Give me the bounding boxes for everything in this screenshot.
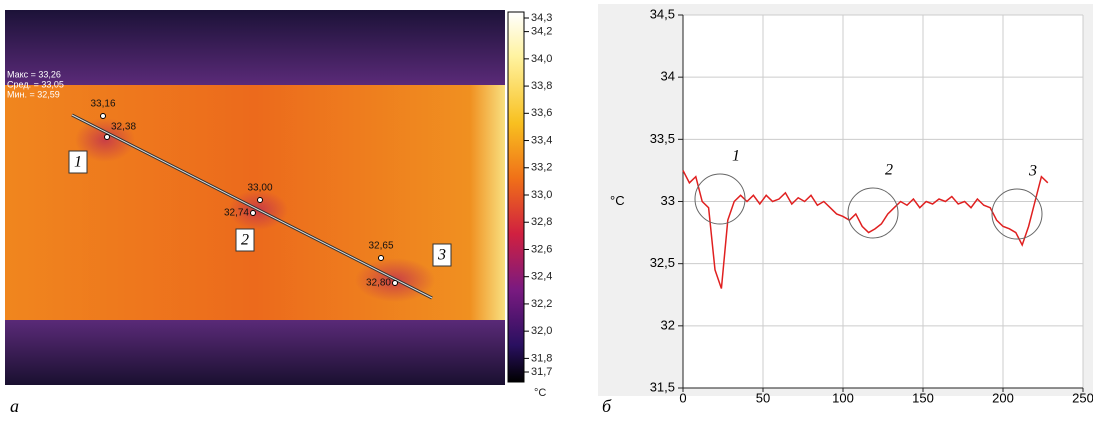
stat-label: Сред. = 33,05 — [7, 79, 64, 89]
colorbar-tick-label: 34,3 — [531, 12, 552, 24]
annotation: 1 — [732, 148, 740, 165]
probe-point — [104, 134, 110, 140]
marker-label: 2 — [241, 232, 249, 249]
y-tick-label: 33 — [661, 193, 675, 208]
probe-label: 32,74 — [224, 208, 249, 219]
data-line — [682, 170, 1049, 289]
panel-label: б — [602, 396, 612, 416]
probe-label: 32,80 — [366, 278, 391, 289]
stat-label: Макс = 33,26 — [7, 69, 61, 79]
probe-point — [100, 113, 106, 119]
probe-label: 33,16 — [90, 99, 115, 110]
marker-box — [235, 228, 255, 252]
annotation: 2 — [885, 162, 893, 179]
colorbar-tick-label: 33,8 — [531, 80, 552, 92]
x-tick-label: 0 — [679, 390, 686, 405]
colorbar — [507, 11, 525, 383]
probe-label: 32,65 — [368, 241, 393, 252]
x-tick-label: 100 — [832, 390, 854, 405]
profile-line — [71, 114, 433, 299]
colorbar-tick-label: 33,6 — [531, 107, 552, 119]
probe-label: 33,00 — [247, 183, 272, 194]
y-tick-label: 34,5 — [650, 6, 675, 21]
probe-point — [392, 280, 398, 286]
probe-label: 32,38 — [111, 122, 136, 133]
probe-point — [250, 210, 256, 216]
cold-band — [5, 10, 505, 85]
probe-point — [378, 255, 384, 261]
cold-band — [5, 320, 505, 385]
x-tick-label: 250 — [1072, 390, 1093, 405]
y-tick-label: 32 — [661, 317, 675, 332]
marker-box — [432, 243, 452, 267]
colorbar-tick-label: 34,2 — [531, 26, 552, 38]
highlight-circle — [991, 188, 1043, 240]
colorbar-tick-label: 32,0 — [531, 325, 552, 337]
marker-label: 1 — [74, 154, 82, 171]
highlight-circle — [694, 173, 746, 225]
colorbar-tick-label: 33,4 — [531, 134, 552, 146]
probe-point — [257, 197, 263, 203]
colorbar-tick-label: 33,0 — [531, 189, 552, 201]
cool-spot — [75, 118, 135, 162]
colorbar-tick-label: 33,2 — [531, 162, 552, 174]
colorbar-tick-label: 34,0 — [531, 53, 552, 65]
colorbar-tick-label: 31,8 — [531, 352, 552, 364]
x-tick-label: 200 — [992, 390, 1014, 405]
x-tick-label: 150 — [912, 390, 934, 405]
panel-label: а — [10, 396, 19, 416]
colorbar-tick-label: 32,4 — [531, 271, 552, 283]
colorbar-tick-label: 31,7 — [531, 366, 552, 378]
marker-label: 3 — [437, 247, 446, 264]
colorbar-tick-label: 32,2 — [531, 298, 552, 310]
thermal-panel: 34,3 34,2 34,0 33,8 33,6 33,4 33,2 33,0 32,8 32,6… — [5, 10, 552, 416]
y-tick-label: 32,5 — [650, 255, 675, 270]
line-panel: 0 50 100 150 200 25031,53232,53333,53434,5°C1… — [598, 4, 1093, 416]
stat-label: Мин. = 32,59 — [7, 89, 60, 99]
colorbar-tick-label: 32,6 — [531, 243, 552, 255]
marker-box — [68, 150, 88, 174]
colorbar-unit: °C — [534, 387, 546, 399]
y-tick-label: 34 — [661, 69, 675, 84]
y-axis-label: °C — [610, 193, 625, 208]
highlight-circle — [847, 187, 899, 239]
colorbar-tick-label: 32,8 — [531, 216, 552, 228]
y-tick-label: 33,5 — [650, 131, 675, 146]
x-tick-label: 50 — [756, 390, 770, 405]
annotation: 3 — [1028, 163, 1037, 180]
y-tick-label: 31,5 — [650, 379, 675, 394]
